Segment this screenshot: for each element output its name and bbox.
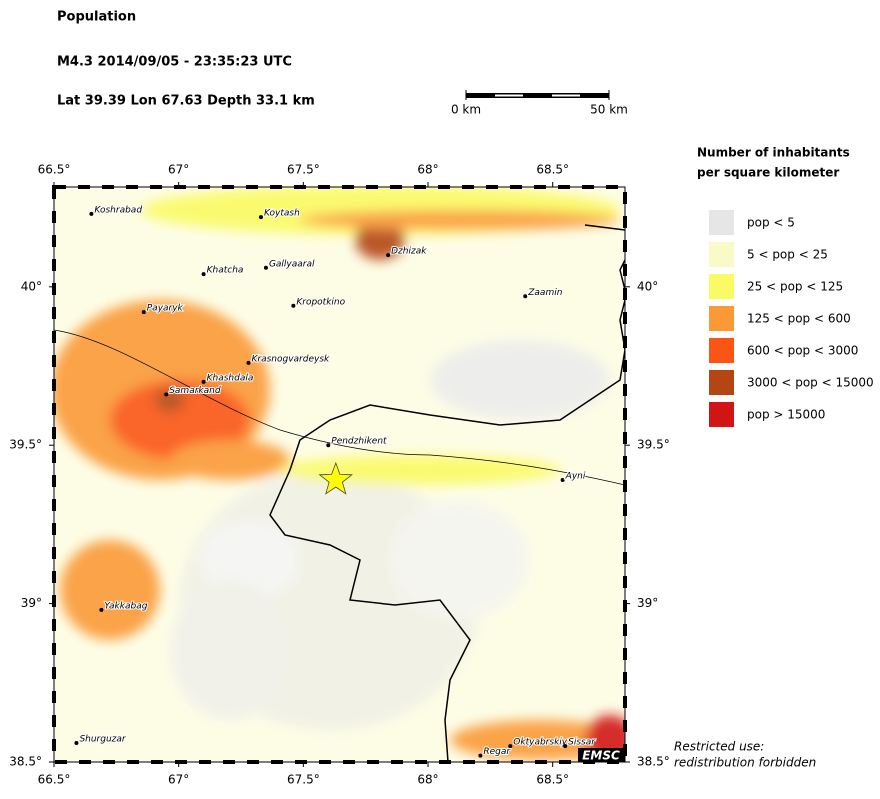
epicenter bbox=[318, 461, 354, 495]
city-label: Khatcha bbox=[207, 266, 244, 276]
population-map bbox=[54, 187, 625, 762]
lon-label: 67° bbox=[168, 163, 189, 177]
city-label: Gallyaaral bbox=[269, 259, 315, 269]
city-dot bbox=[258, 215, 263, 220]
legend-swatch bbox=[709, 370, 734, 395]
scale-bar bbox=[465, 90, 610, 100]
logo: EMSC bbox=[582, 749, 620, 763]
city-label: Shurguzar bbox=[79, 734, 126, 744]
legend-title: Number of inhabitants bbox=[697, 146, 850, 160]
legend-label: 5 < pop < 25 bbox=[747, 248, 828, 262]
lat-label: 40° bbox=[21, 279, 42, 293]
lat-label: 39° bbox=[21, 596, 42, 610]
city-dot bbox=[246, 360, 251, 365]
legend-swatch bbox=[709, 306, 734, 331]
title: Population bbox=[57, 10, 136, 25]
lon-label: 66.5° bbox=[38, 163, 71, 177]
city-dot bbox=[201, 379, 206, 384]
notice: Restricted use: bbox=[674, 740, 764, 754]
event: M4.3 2014/09/05 - 23:35:23 UTC bbox=[57, 55, 292, 70]
legend-label: pop > 15000 bbox=[747, 408, 825, 422]
city-label: Zaamin bbox=[527, 288, 562, 298]
city-dot bbox=[563, 744, 568, 749]
lat-label: 38.5° bbox=[637, 755, 670, 769]
legend-title: per square kilometer bbox=[697, 166, 839, 180]
scale-end: 50 km bbox=[590, 103, 628, 117]
legend-label: 600 < pop < 3000 bbox=[747, 344, 858, 358]
lat-label: 39.5° bbox=[637, 438, 670, 452]
city-dot bbox=[74, 740, 79, 745]
city-dot bbox=[560, 478, 565, 483]
location: Lat 39.39 Lon 67.63 Depth 33.1 km bbox=[57, 94, 315, 109]
city-label: Kropotkino bbox=[296, 297, 345, 307]
city-label: Samarkand bbox=[169, 386, 221, 396]
scale-start: 0 km bbox=[451, 103, 481, 117]
legend-label: 125 < pop < 600 bbox=[747, 312, 851, 326]
lat-label: 39° bbox=[637, 596, 658, 610]
legend-label: 25 < pop < 125 bbox=[747, 280, 843, 294]
city-label: Khashdala bbox=[207, 373, 254, 383]
city-dot bbox=[164, 392, 169, 397]
city-label: Dzhizak bbox=[391, 247, 427, 257]
legend-swatch bbox=[709, 338, 734, 363]
city-label: Oktyabrskiy bbox=[513, 738, 567, 748]
legend-label: pop < 5 bbox=[747, 216, 795, 230]
legend-swatch bbox=[709, 274, 734, 299]
city-label: Sissar bbox=[568, 738, 596, 748]
city-dot bbox=[89, 211, 94, 216]
city-dot bbox=[478, 753, 483, 758]
city-label: Koytash bbox=[264, 209, 300, 219]
lon-label: 68° bbox=[417, 163, 438, 177]
lon-label: 67.5° bbox=[287, 773, 320, 787]
city-label: Ayni bbox=[565, 472, 586, 482]
city-label: Krasnogvardeysk bbox=[251, 354, 330, 364]
city-dot bbox=[141, 310, 146, 315]
legend-label: 3000 < pop < 15000 bbox=[747, 376, 874, 390]
notice: redistribution forbidden bbox=[674, 756, 816, 770]
city-label: Pendzhikent bbox=[331, 437, 387, 447]
logo-box bbox=[578, 748, 625, 762]
city-dot bbox=[99, 607, 104, 612]
legend-swatch bbox=[709, 242, 734, 267]
lon-label: 66.5° bbox=[38, 773, 71, 787]
city-dot bbox=[291, 303, 296, 308]
lon-label: 68.5° bbox=[536, 773, 569, 787]
legend-swatch bbox=[709, 402, 734, 427]
lon-label: 68.5° bbox=[536, 163, 569, 177]
city-label: Regar bbox=[483, 747, 511, 757]
city-label: Payaryk bbox=[147, 304, 184, 314]
lon-label: 67.5° bbox=[287, 163, 320, 177]
city-dot bbox=[263, 265, 268, 270]
city-dot bbox=[386, 253, 391, 258]
city-label: Koshrabad bbox=[94, 205, 142, 215]
legend-swatch bbox=[709, 210, 734, 235]
lon-label: 67° bbox=[168, 773, 189, 787]
lat-label: 38.5° bbox=[9, 755, 42, 769]
map-frame bbox=[52, 185, 627, 764]
city-dot bbox=[523, 294, 528, 299]
lon-label: 68° bbox=[417, 773, 438, 787]
lat-label: 40° bbox=[637, 279, 658, 293]
city-dot bbox=[201, 272, 206, 277]
city-label: Yakkabag bbox=[104, 601, 147, 611]
lat-label: 39.5° bbox=[9, 438, 42, 452]
city-dot bbox=[508, 744, 513, 749]
city-dot bbox=[326, 443, 331, 448]
